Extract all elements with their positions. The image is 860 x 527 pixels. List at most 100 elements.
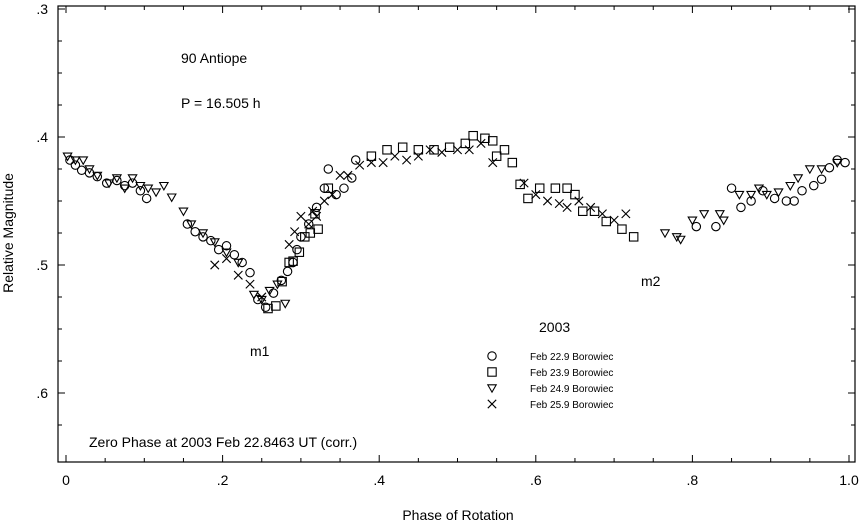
x-point: [366, 158, 376, 168]
triangle-down-point: [280, 299, 291, 309]
x-point: [562, 202, 572, 212]
square-point: [601, 216, 612, 227]
circle-point: [781, 196, 792, 206]
square-point: [468, 130, 478, 141]
square-point: [263, 303, 273, 314]
triangle-down-point: [816, 165, 827, 175]
circle-point: [237, 257, 247, 268]
x-point: [488, 158, 498, 168]
x-point: [296, 211, 306, 221]
triangle-down-point: [84, 165, 95, 175]
triangle-down-point: [675, 235, 686, 245]
circle-point: [221, 241, 232, 251]
triangle-down-point: [698, 210, 710, 220]
circle-point: [213, 244, 224, 255]
y-tick-label: .3: [36, 1, 48, 17]
triangle-down-point: [272, 280, 283, 290]
circle-point: [245, 267, 255, 278]
circle-point: [746, 196, 756, 206]
y-tick-label: .5: [36, 257, 48, 273]
legend-marker-square: [487, 367, 497, 377]
x-point: [464, 145, 474, 155]
circle-point: [119, 180, 130, 191]
square-point: [499, 145, 510, 155]
x-point: [574, 196, 584, 206]
circle-point: [141, 193, 152, 204]
x-point: [621, 209, 631, 219]
legend-entry-label: Feb 22.9 Borowiec: [530, 352, 613, 363]
triangle-down-point: [753, 184, 765, 194]
square-point: [523, 193, 533, 204]
x-point: [290, 227, 300, 237]
x-point: [437, 147, 447, 157]
square-point: [460, 138, 471, 149]
circle-point: [331, 189, 341, 200]
circle-point: [311, 202, 322, 213]
x-point: [452, 145, 463, 155]
triangle-down-point: [248, 290, 260, 300]
triangle-down-point: [714, 210, 725, 220]
square-point: [288, 256, 298, 266]
circle-point: [711, 221, 721, 232]
x-point: [425, 145, 435, 155]
triangle-down-point: [186, 220, 197, 230]
x-point: [586, 202, 596, 212]
x-point: [390, 151, 400, 161]
triangle-down-point: [718, 216, 729, 226]
square-point: [429, 145, 439, 155]
square-point: [534, 183, 545, 193]
circle-point: [809, 180, 819, 191]
x-point: [311, 211, 322, 221]
x-point: [413, 151, 423, 161]
circle-point: [347, 173, 357, 183]
circle-point: [292, 244, 302, 255]
x-tick-label: .6: [530, 472, 542, 488]
legend-marker-circle: [487, 351, 497, 361]
triangle-down-point: [166, 193, 177, 203]
x-point: [531, 190, 541, 200]
series-triangle-down: [62, 152, 843, 309]
square-point: [628, 232, 639, 242]
x-point: [597, 209, 607, 219]
circle-point: [135, 186, 146, 196]
square-point: [570, 189, 580, 200]
triangle-down-point: [792, 174, 804, 184]
triangle-down-point: [178, 207, 189, 217]
circle-point: [797, 186, 807, 196]
y-tick-label: .6: [36, 385, 48, 401]
circle-point: [182, 219, 193, 229]
square-point: [323, 183, 334, 193]
triangle-down-point: [804, 165, 815, 175]
x-point: [335, 170, 345, 180]
x-point: [210, 260, 220, 270]
circle-point: [840, 157, 850, 168]
x-tick-label: 1.0: [839, 472, 859, 488]
legend-marker-x: [487, 399, 497, 409]
series-circle: [65, 155, 850, 312]
triangle-down-point: [785, 181, 796, 191]
x-tick-label: .2: [217, 472, 229, 488]
square-point: [487, 136, 498, 146]
x-point: [319, 196, 329, 206]
x-point: [245, 279, 255, 289]
square-point: [507, 157, 518, 168]
minimum-2-label: m2: [641, 273, 661, 289]
x-point: [402, 155, 412, 165]
triangle-down-point: [221, 248, 232, 258]
circle-point: [206, 235, 216, 246]
x-point: [519, 178, 529, 188]
triangle-down-point: [773, 188, 784, 198]
series-square: [263, 130, 639, 314]
square-point: [589, 206, 600, 216]
circle-point: [190, 226, 200, 237]
y-tick-label: .4: [36, 129, 48, 145]
year-label: 2003: [539, 319, 570, 335]
circle-point: [726, 183, 737, 193]
legend-marker-triangle-down: [486, 384, 498, 394]
minimum-1-label: m1: [250, 343, 270, 359]
x-tick-label: .4: [373, 472, 385, 488]
x-tick-label: .8: [687, 472, 699, 488]
x-point: [233, 270, 243, 280]
square-point: [294, 247, 305, 257]
